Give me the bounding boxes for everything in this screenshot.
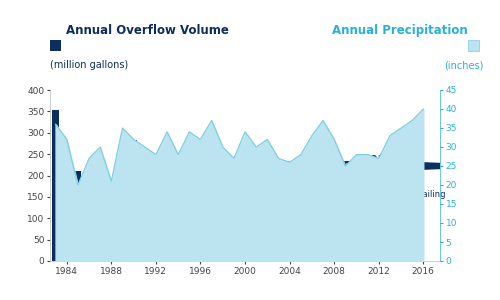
Text: Last recorded
CSOs - due to
storm tunnel failing: Last recorded CSOs - due to storm tunnel… bbox=[363, 167, 446, 200]
Bar bbox=[264, 260, 271, 261]
Bar bbox=[242, 244, 248, 261]
Bar bbox=[96, 238, 104, 261]
Bar bbox=[63, 184, 70, 261]
Bar bbox=[164, 257, 170, 261]
Bar bbox=[152, 240, 160, 261]
Bar bbox=[186, 260, 193, 261]
Bar bbox=[197, 235, 204, 261]
Bar bbox=[52, 110, 59, 261]
Text: Annual Overflow Volume: Annual Overflow Volume bbox=[66, 24, 229, 37]
Text: (inches): (inches) bbox=[444, 60, 484, 70]
Bar bbox=[130, 140, 137, 261]
Text: Annual Precipitation: Annual Precipitation bbox=[332, 24, 468, 37]
Bar bbox=[208, 259, 215, 261]
Bar bbox=[297, 260, 304, 261]
Bar bbox=[230, 238, 237, 261]
Bar bbox=[252, 257, 260, 261]
Bar bbox=[119, 176, 126, 261]
Bar bbox=[86, 208, 92, 261]
Bar bbox=[74, 171, 82, 261]
Bar bbox=[108, 250, 115, 261]
Bar bbox=[219, 248, 226, 261]
Bar bbox=[174, 260, 182, 261]
Text: (million gallons): (million gallons) bbox=[50, 60, 128, 70]
Bar bbox=[275, 260, 282, 261]
Text: ↘: ↘ bbox=[346, 161, 352, 170]
Bar bbox=[141, 207, 148, 261]
Circle shape bbox=[237, 162, 460, 170]
Text: 2010: 2010 bbox=[363, 155, 392, 165]
